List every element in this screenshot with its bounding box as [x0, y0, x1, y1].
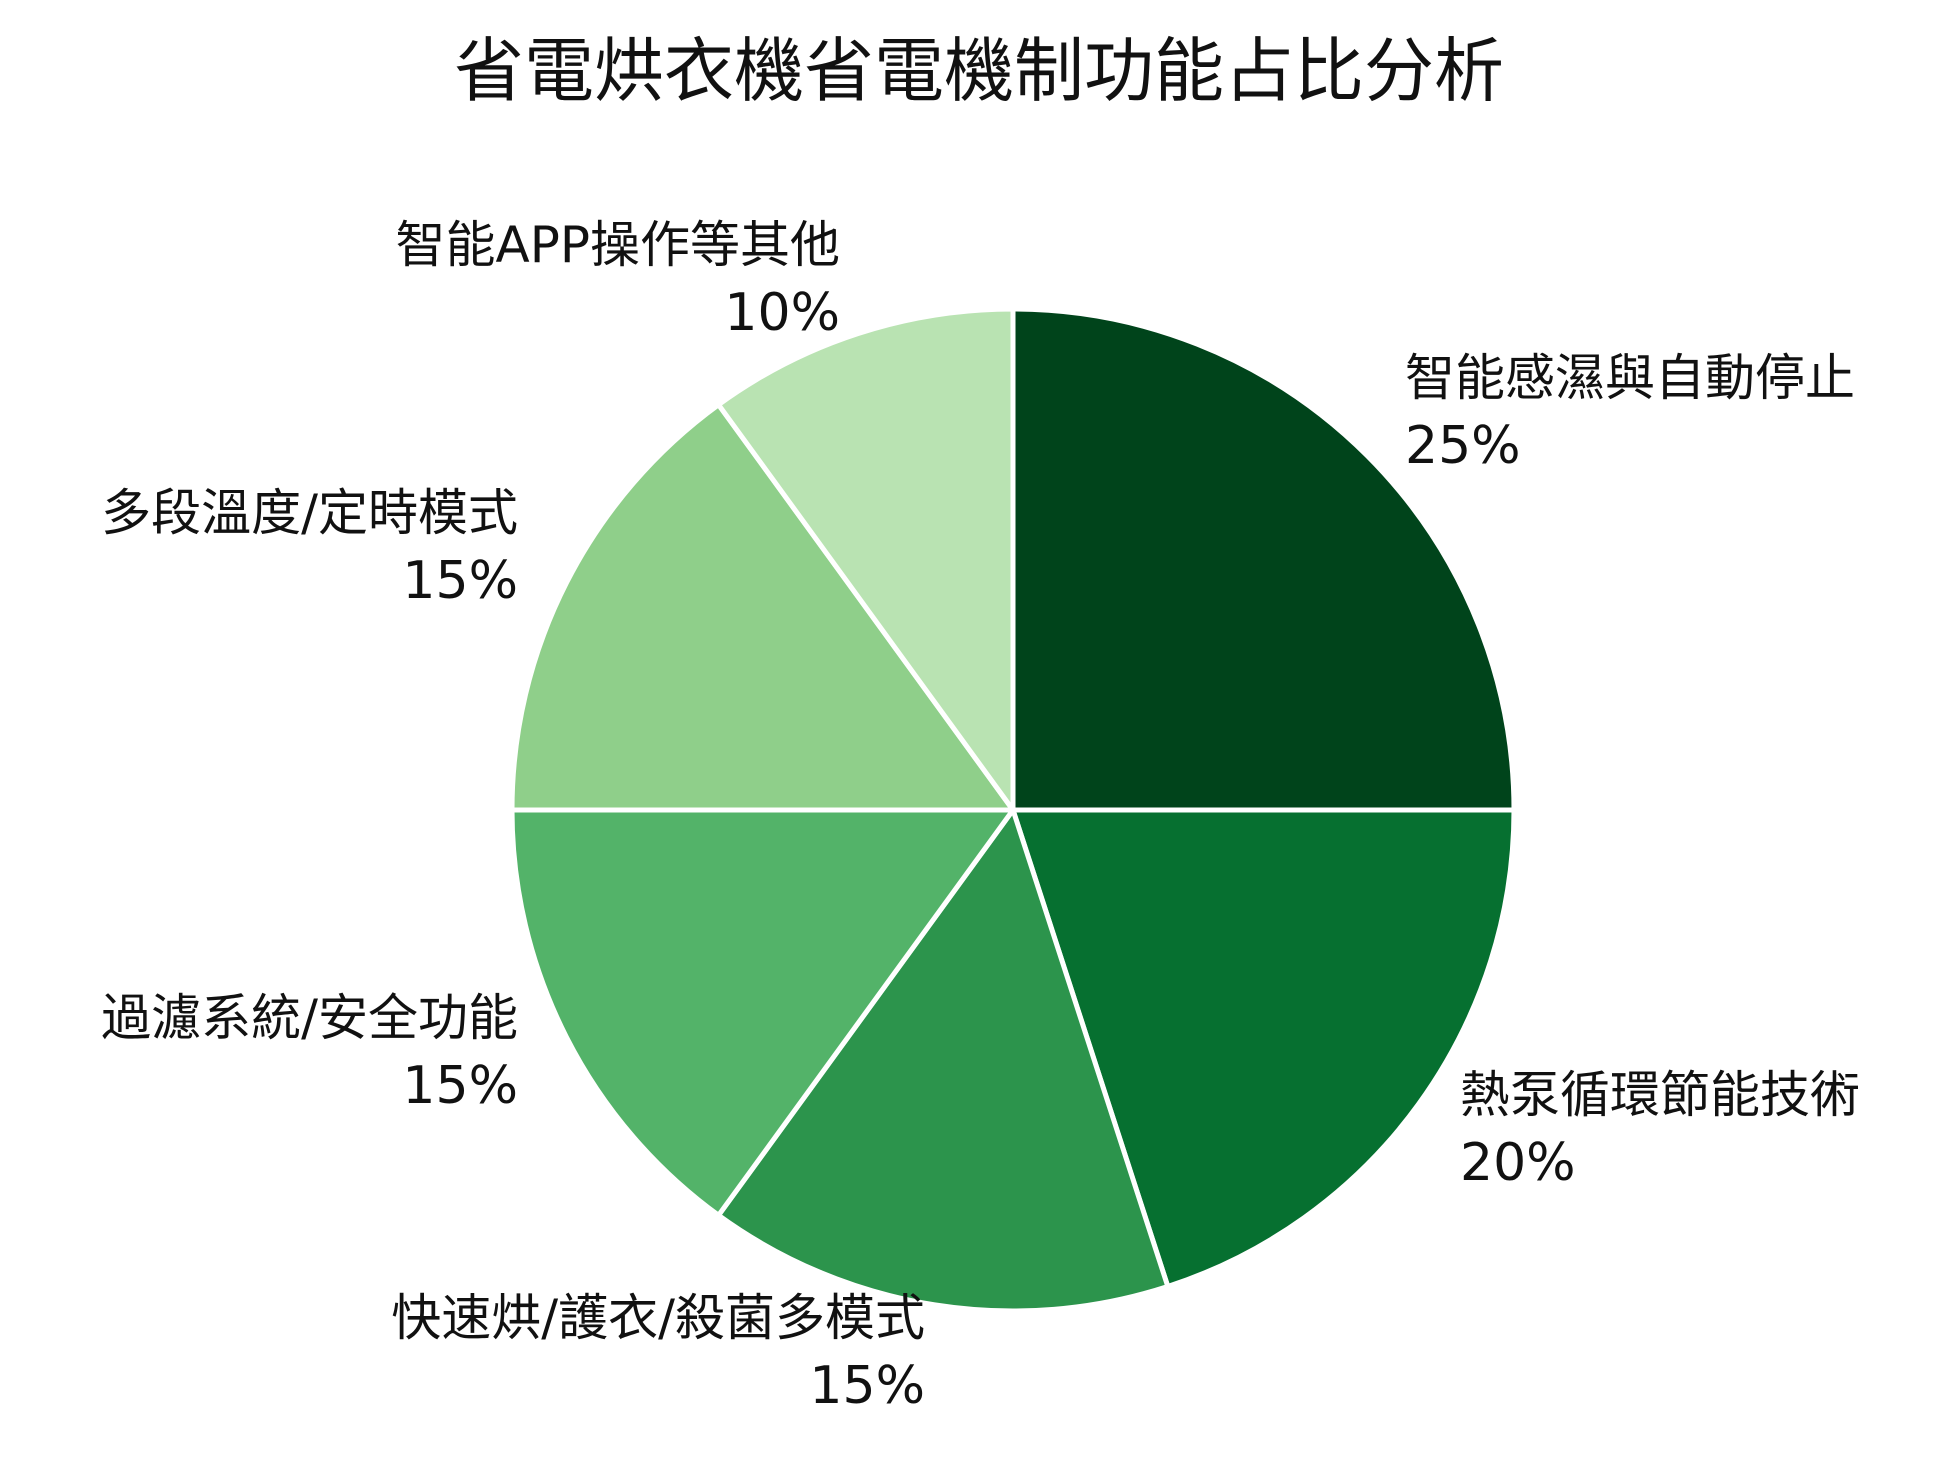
slice-label-3: 快速烘/護衣/殺菌多模式 — [391, 1289, 925, 1347]
slice-value-5: 15% — [402, 551, 518, 611]
slice-label-4: 過濾系統/安全功能 — [101, 989, 518, 1047]
slice-value-6: 10% — [724, 283, 840, 343]
slice-label-5: 多段溫度/定時模式 — [101, 484, 518, 542]
pie-slices — [509, 306, 1517, 1314]
slice-value-3: 15% — [809, 1356, 925, 1416]
slice-value-1: 25% — [1405, 416, 1521, 476]
slice-value-4: 15% — [402, 1056, 518, 1116]
pie-slice-6 — [716, 306, 1016, 813]
slice-label-2: 熱泵循環節能技術 — [1460, 1066, 1860, 1124]
slice-label-1: 智能感濕與自動停止 — [1405, 349, 1855, 407]
pie-slice-5 — [509, 402, 1016, 813]
pie-slice-2 — [1010, 807, 1517, 1289]
pie-slice-4 — [509, 807, 1016, 1218]
pie-slice-1 — [1010, 306, 1517, 813]
slice-labels: 智能感濕與自動停止 25% 熱泵循環節能技術 20% 快速烘/護衣/殺菌多模式 15% 過濾… — [101, 216, 1860, 1416]
pie-slice-3 — [716, 807, 1171, 1314]
slice-label-6: 智能APP操作等其他 — [395, 216, 840, 274]
slice-value-2: 20% — [1460, 1133, 1576, 1193]
chart-title: 省電烘衣機省電機制功能占比分析 — [454, 30, 1504, 112]
